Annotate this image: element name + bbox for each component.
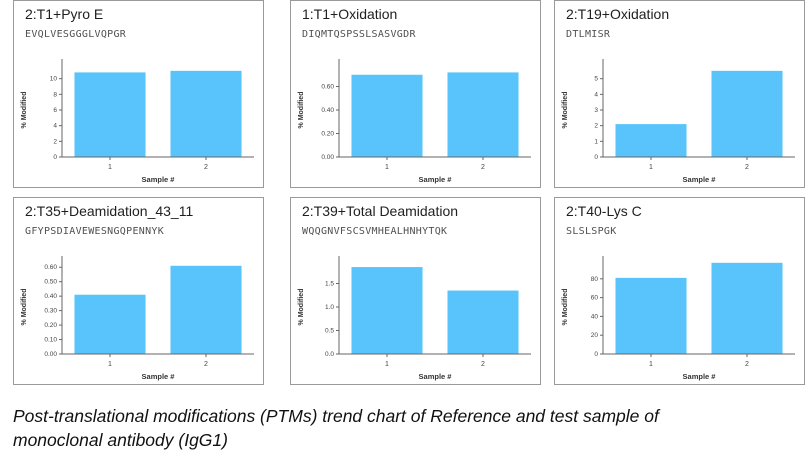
y-tick-label: 0.20 [321, 131, 334, 138]
figure-caption: Post-translational modifications (PTMs) … [13, 404, 803, 452]
bar-chart: 0.00 0.20 0.40 0.60 1 2 Sample # % Modified [298, 59, 531, 184]
y-tick-label: 4 [53, 123, 57, 130]
bar-chart: 0 1 2 3 4 5 1 2 Sample # % Modified [562, 59, 795, 184]
x-tick-label: 1 [108, 164, 112, 171]
peptide-sequence: WQQGNVFSCSVMHEALHNHYTQK [302, 226, 448, 237]
chart-title: 1:T1+Oxidation [302, 6, 398, 22]
y-tick-label: 5 [594, 76, 598, 83]
peptide-sequence: EVQLVESGGGLVQPGR [25, 29, 127, 40]
x-tick-label: 2 [204, 361, 208, 368]
y-tick-label: 10 [50, 76, 58, 83]
y-tick-label: 0.10 [44, 337, 57, 344]
x-tick-label: 2 [745, 164, 749, 171]
chart-panel: 2:T19+Oxidation DTLMISR 0 1 2 3 4 5 1 2 Sample #… [554, 0, 805, 188]
y-tick-label: 8 [53, 91, 57, 98]
bar [74, 72, 146, 157]
y-axis-label: % Modified [21, 92, 28, 129]
y-tick-label: 0.20 [44, 322, 57, 329]
y-tick-label: 1 [594, 138, 598, 145]
y-tick-label: 1.0 [325, 304, 334, 311]
x-tick-label: 2 [745, 361, 749, 368]
bar [447, 72, 519, 157]
x-axis-label: Sample # [142, 175, 176, 184]
chart-panel: 1:T1+Oxidation DIQMTQSPSSLSASVGDR 0.00 0.… [290, 0, 541, 188]
bar [711, 70, 783, 157]
peptide-sequence: SLSLSPGK [566, 226, 617, 237]
y-tick-label: 2 [594, 123, 598, 130]
y-tick-label: 0.30 [44, 308, 57, 315]
chart-title: 2:T40-Lys C [566, 203, 642, 219]
y-axis-label: % Modified [298, 92, 305, 129]
bar [351, 267, 423, 354]
y-tick-label: 0.00 [321, 154, 334, 161]
y-tick-label: 0.0 [325, 351, 334, 358]
y-tick-label: 3 [594, 107, 598, 114]
y-axis-label: % Modified [562, 92, 569, 129]
bar [711, 262, 783, 354]
x-tick-label: 2 [481, 361, 485, 368]
y-tick-label: 0 [53, 154, 57, 161]
y-tick-label: 0.50 [44, 279, 57, 286]
chart-title: 2:T19+Oxidation [566, 6, 670, 22]
x-axis-label: Sample # [683, 372, 717, 381]
bar-chart: 0.00 0.10 0.20 0.30 0.40 0.50 0.60 1 2 Sample # % … [21, 256, 254, 381]
x-axis-label: Sample # [142, 372, 176, 381]
bar-chart: 0 20 40 60 80 1 2 Sample # % Modified [562, 256, 795, 381]
y-axis-label: % Modified [562, 289, 569, 326]
y-tick-label: 4 [594, 91, 598, 98]
y-tick-label: 6 [53, 107, 57, 114]
bar [170, 70, 242, 157]
x-tick-label: 1 [385, 361, 389, 368]
bar [170, 265, 242, 354]
y-axis-label: % Modified [21, 289, 28, 326]
y-tick-label: 0.5 [325, 328, 334, 335]
x-tick-label: 2 [481, 164, 485, 171]
y-tick-label: 80 [591, 276, 599, 283]
peptide-sequence: DIQMTQSPSSLSASVGDR [302, 29, 416, 40]
chart-title: 2:T35+Deamidation_43_11 [25, 203, 194, 219]
chart-panel: 2:T35+Deamidation_43_11 GFYPSDIAVEWESNGQ… [13, 197, 264, 385]
x-axis-label: Sample # [419, 372, 453, 381]
caption-line: monoclonal antibody (IgG1) [13, 430, 228, 450]
caption-line: Post-translational modifications (PTMs) … [13, 406, 659, 426]
chart-panel: 2:T40-Lys C SLSLSPGK 0 20 40 60 80 1 2 Sample #… [554, 197, 805, 385]
chart-title: 2:T1+Pyro E [25, 6, 104, 22]
chart-panel: 2:T39+Total Deamidation WQQGNVFSCSVMHEAL… [290, 197, 541, 385]
y-tick-label: 2 [53, 138, 57, 145]
peptide-sequence: DTLMISR [566, 29, 611, 40]
x-axis-label: Sample # [419, 175, 453, 184]
y-tick-label: 0 [594, 351, 598, 358]
bar [615, 124, 687, 157]
y-tick-label: 60 [591, 295, 599, 302]
y-tick-label: 40 [591, 313, 599, 320]
x-tick-label: 1 [649, 164, 653, 171]
y-tick-label: 0.60 [321, 84, 334, 91]
chart-panel: 2:T1+Pyro E EVQLVESGGGLVQPGR 0 2 4 6 8 10 1 2 Sa… [13, 0, 264, 188]
y-axis-label: % Modified [298, 289, 305, 326]
bar [615, 277, 687, 354]
chart-title: 2:T39+Total Deamidation [302, 203, 459, 219]
y-tick-label: 0.60 [44, 264, 57, 271]
x-tick-label: 1 [385, 164, 389, 171]
y-tick-label: 0 [594, 154, 598, 161]
bar [74, 294, 146, 354]
peptide-sequence: GFYPSDIAVEWESNGQPENNYK [25, 226, 165, 237]
y-tick-label: 1.5 [325, 281, 334, 288]
x-tick-label: 2 [204, 164, 208, 171]
bar [351, 74, 423, 157]
bar-chart: 0.0 0.5 1.0 1.5 1 2 Sample # % Modified [298, 256, 531, 381]
y-tick-label: 0.40 [321, 107, 334, 114]
y-tick-label: 0.00 [44, 351, 57, 358]
y-tick-label: 0.40 [44, 293, 57, 300]
bar [447, 290, 519, 354]
x-axis-label: Sample # [683, 175, 717, 184]
y-tick-label: 20 [591, 332, 599, 339]
x-tick-label: 1 [649, 361, 653, 368]
x-tick-label: 1 [108, 361, 112, 368]
